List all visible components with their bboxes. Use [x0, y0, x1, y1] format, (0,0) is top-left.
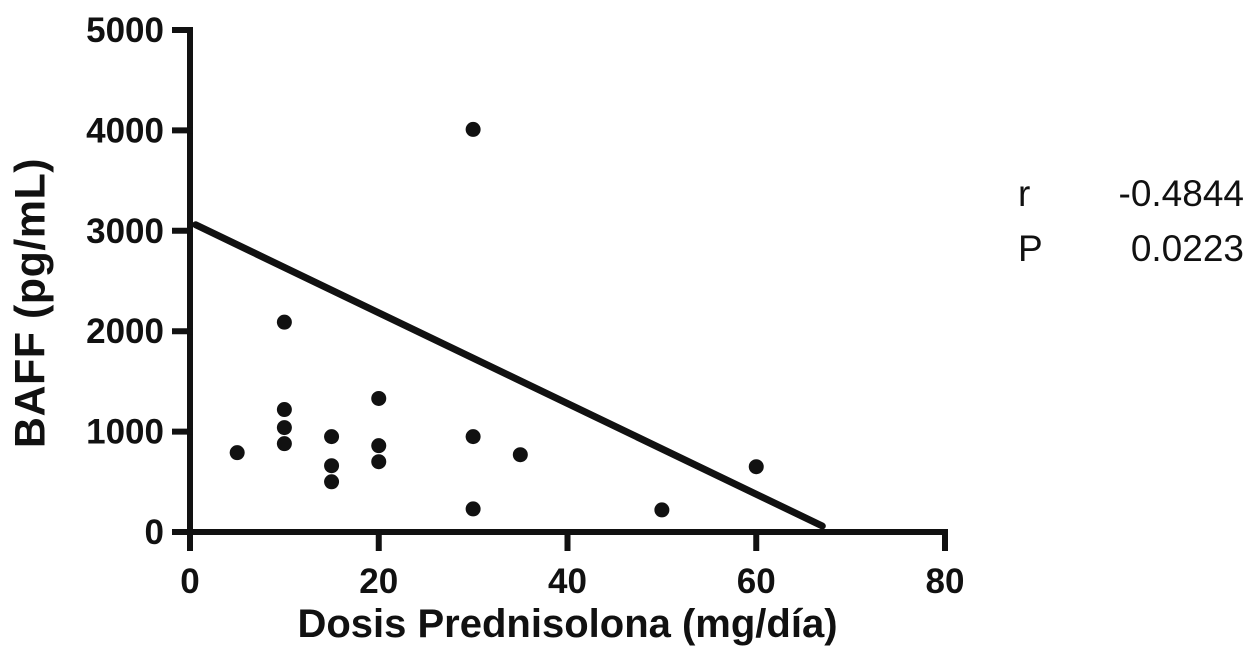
data-point	[371, 438, 387, 454]
data-point	[465, 121, 481, 137]
stats-row-r: r -0.4844	[1018, 166, 1244, 221]
stats-row-p: P 0.0223	[1018, 221, 1244, 276]
data-point	[465, 501, 481, 517]
data-point	[748, 459, 764, 475]
data-point	[371, 454, 387, 470]
p-value-value: 0.0223	[1130, 228, 1244, 269]
data-point	[276, 402, 292, 418]
x-tick-label: 20	[359, 562, 398, 601]
y-tick-label: 2000	[86, 312, 164, 351]
x-tick-label: 40	[548, 562, 587, 601]
trend-line	[192, 221, 826, 530]
y-tick-label: 1000	[86, 413, 164, 452]
data-point	[276, 420, 292, 436]
data-point	[371, 390, 387, 406]
data-point	[276, 314, 292, 330]
x-tick-label: 0	[180, 562, 199, 601]
correlation-coefficient-value: -0.4844	[1118, 173, 1245, 214]
data-point	[324, 429, 340, 445]
y-tick-label: 3000	[86, 212, 164, 251]
data-point	[512, 447, 528, 463]
p-value-label: P	[1018, 228, 1043, 269]
x-tick-label: 80	[926, 562, 965, 601]
correlation-coefficient-label: r	[1018, 173, 1031, 214]
y-tick-label: 5000	[86, 11, 164, 50]
data-point	[324, 458, 340, 474]
data-point	[465, 429, 481, 445]
stats-annotation: r -0.4844 P 0.0223	[1018, 166, 1244, 276]
data-point	[654, 502, 670, 518]
x-tick-label: 60	[737, 562, 776, 601]
y-tick-label: 4000	[86, 111, 164, 150]
data-point	[276, 436, 292, 452]
y-axis-title: BAFF (pg/mL)	[6, 157, 55, 449]
data-point	[324, 474, 340, 490]
data-point	[229, 445, 245, 461]
y-tick-label: 0	[145, 513, 164, 552]
x-axis-title: Dosis Prednisolona (mg/día)	[297, 602, 838, 646]
